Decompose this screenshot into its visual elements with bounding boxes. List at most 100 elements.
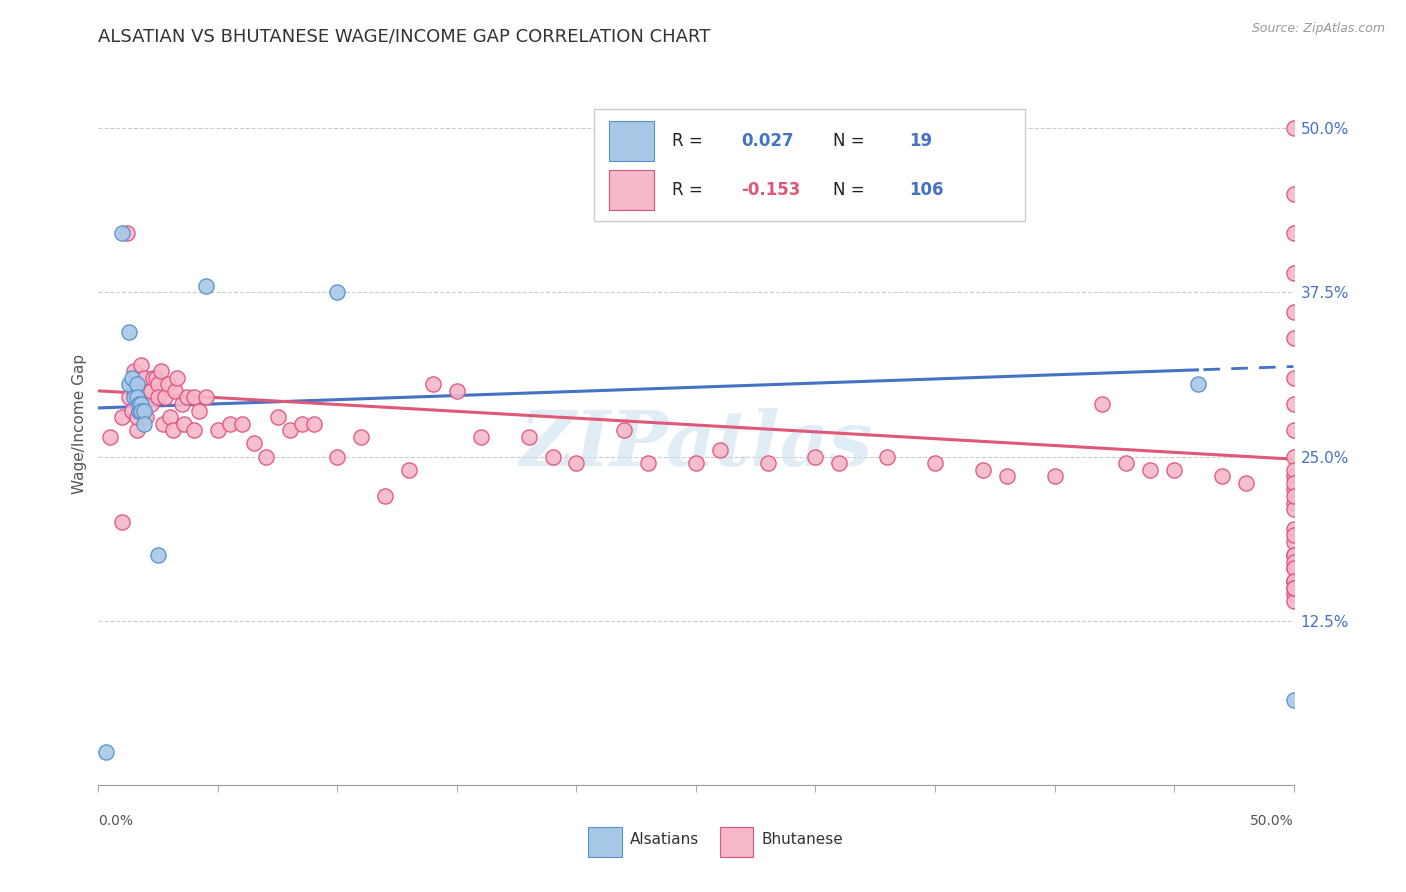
Point xyxy=(1282,561,1305,575)
Point xyxy=(1282,502,1305,516)
Point xyxy=(422,377,444,392)
Point xyxy=(162,423,184,437)
Point xyxy=(613,423,636,437)
Point xyxy=(111,515,134,529)
Point xyxy=(1282,463,1305,477)
Point xyxy=(1282,548,1305,562)
Point xyxy=(1282,581,1305,595)
Point xyxy=(326,450,349,464)
Point xyxy=(121,370,143,384)
Point xyxy=(132,417,155,431)
Point xyxy=(302,417,325,431)
Point xyxy=(124,364,146,378)
Point xyxy=(1282,331,1305,345)
Point xyxy=(326,285,349,300)
Point xyxy=(118,325,141,339)
Point xyxy=(124,391,146,405)
Point xyxy=(115,226,138,240)
Point xyxy=(125,377,148,392)
Point xyxy=(131,403,153,417)
Bar xyxy=(609,170,654,210)
Point xyxy=(138,384,160,398)
Point xyxy=(1282,450,1305,464)
Point xyxy=(374,489,396,503)
Point xyxy=(125,391,148,405)
Text: ZIPatlas: ZIPatlas xyxy=(519,409,873,483)
Y-axis label: Wage/Income Gap: Wage/Income Gap xyxy=(72,353,87,494)
Point xyxy=(1282,305,1305,319)
Point xyxy=(291,417,314,431)
Point xyxy=(131,397,153,411)
Point xyxy=(121,403,143,417)
Point xyxy=(1282,121,1305,136)
Point xyxy=(148,377,170,392)
Point xyxy=(1282,581,1305,595)
Point xyxy=(135,410,157,425)
Point xyxy=(183,423,205,437)
Point xyxy=(1282,397,1305,411)
Point xyxy=(1091,397,1114,411)
Point xyxy=(172,397,194,411)
Point xyxy=(135,391,157,405)
Point xyxy=(1282,483,1305,497)
Point xyxy=(131,358,153,372)
Text: Source: ZipAtlas.com: Source: ZipAtlas.com xyxy=(1251,22,1385,36)
Point xyxy=(517,430,540,444)
Point xyxy=(155,391,177,405)
Point xyxy=(1115,456,1137,470)
Point xyxy=(1282,574,1305,589)
Point xyxy=(128,403,150,417)
Point xyxy=(118,377,141,392)
Point xyxy=(709,442,731,457)
Point xyxy=(254,450,277,464)
Point xyxy=(1043,469,1066,483)
Point xyxy=(1282,226,1305,240)
Bar xyxy=(609,121,654,161)
Point xyxy=(1282,495,1305,509)
Point xyxy=(207,423,229,437)
Point xyxy=(1282,594,1305,608)
Text: 0.0%: 0.0% xyxy=(98,814,134,828)
Point xyxy=(565,456,588,470)
Point xyxy=(132,370,155,384)
Text: R =: R = xyxy=(672,132,709,150)
Point xyxy=(1163,463,1185,477)
Point xyxy=(152,417,174,431)
Text: 50.0%: 50.0% xyxy=(1250,814,1294,828)
Point xyxy=(111,410,134,425)
Text: Alsatians: Alsatians xyxy=(630,831,700,847)
Point xyxy=(125,423,148,437)
Text: -0.153: -0.153 xyxy=(741,181,801,199)
Point xyxy=(470,430,492,444)
Point xyxy=(1282,548,1305,562)
Point xyxy=(173,417,195,431)
Point xyxy=(128,391,150,405)
Point xyxy=(876,450,898,464)
Point xyxy=(166,370,188,384)
Point xyxy=(267,410,290,425)
Point xyxy=(142,370,165,384)
Point xyxy=(1234,475,1257,490)
Bar xyxy=(589,827,621,857)
Point xyxy=(1282,587,1305,601)
Point xyxy=(195,278,218,293)
Point xyxy=(132,403,155,417)
Point xyxy=(231,417,253,431)
Point xyxy=(187,403,209,417)
Point xyxy=(176,391,198,405)
Point xyxy=(124,384,146,398)
Text: R =: R = xyxy=(672,181,709,199)
Point xyxy=(1282,489,1305,503)
Point xyxy=(1187,377,1209,392)
Text: N =: N = xyxy=(834,132,870,150)
Point xyxy=(125,410,148,425)
Text: 19: 19 xyxy=(908,132,932,150)
Point xyxy=(149,364,172,378)
Text: Bhutanese: Bhutanese xyxy=(762,831,844,847)
Point xyxy=(1282,423,1305,437)
Point xyxy=(148,548,170,562)
Point xyxy=(94,745,117,759)
Point xyxy=(1282,266,1305,280)
Point xyxy=(278,423,301,437)
Point xyxy=(98,430,122,444)
